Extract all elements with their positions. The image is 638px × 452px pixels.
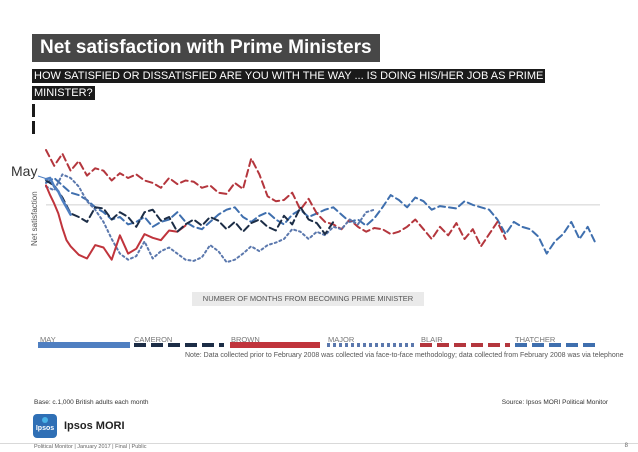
series-line-thatcher [45,177,597,255]
legend-label-brown: BROWN [231,335,260,344]
question-text: HOW SATISFIED OR DISSATISFIED ARE YOU WI… [32,68,552,102]
x-axis-label: NUMBER OF MONTHS FROM BECOMING PRIME MIN… [192,292,424,306]
page-number: 8 [624,443,628,449]
question-line-2: MINISTER? [32,86,95,100]
may-callout: May [11,163,38,179]
may-callout-pointer [37,175,49,180]
footer-divider [0,443,638,444]
series-line-blair [45,149,507,248]
legend-label-major: MAJOR [328,335,355,344]
source-note: Source: Ipsos MORI Political Monitor [501,399,608,406]
series-line-brown [45,184,187,261]
legend-label-may: MAY [40,335,56,344]
decorative-bar [32,104,35,117]
brand-name: Ipsos MORI [64,420,125,432]
legend-label-cameron: CAMERON [134,335,173,344]
ipsos-logo: Ipsos [33,414,57,438]
series-line-cameron [45,179,335,236]
page-title: Net satisfaction with Prime Ministers [32,34,380,62]
series-line-major [45,173,376,264]
series-line-may [44,176,72,216]
decorative-bar [32,121,35,134]
base-note: Base: c.1,000 British adults each month [34,399,149,406]
legend-label-blair: BLAIR [421,335,443,344]
methodology-note: Note: Data collected prior to February 2… [185,352,624,359]
question-line-1: HOW SATISFIED OR DISSATISFIED ARE YOU WI… [32,69,546,83]
footer-text: Political Monitor | January 2017 | Final… [34,444,147,450]
legend-label-thatcher: THATCHER [515,335,556,344]
